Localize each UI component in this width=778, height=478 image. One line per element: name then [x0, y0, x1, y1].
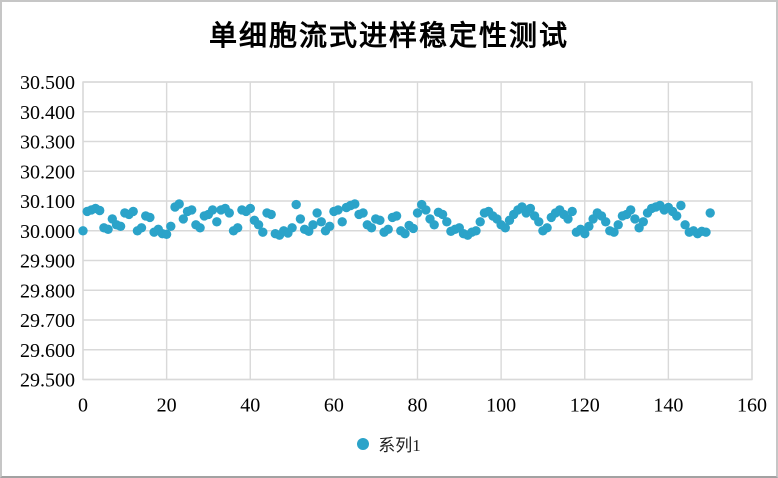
data-point [224, 208, 234, 218]
data-point [580, 229, 590, 239]
scatter-points [78, 199, 715, 240]
data-point [676, 200, 686, 211]
data-point [233, 223, 243, 233]
data-point [408, 223, 418, 234]
legend: 系列1 [2, 431, 776, 456]
data-point [672, 211, 682, 221]
chart-title: 单细胞流式进样稳定性测试 [208, 21, 569, 52]
x-tick-label: 20 [157, 395, 177, 417]
y-tick-label: 29.900 [20, 251, 75, 273]
data-point [437, 209, 448, 220]
data-point [295, 214, 306, 224]
data-point [705, 208, 715, 218]
data-point [245, 203, 255, 214]
x-tick-label: 40 [240, 395, 260, 417]
y-tick-label: 30.100 [20, 191, 75, 213]
data-point [350, 199, 360, 209]
data-point [429, 220, 439, 230]
data-point [609, 227, 619, 237]
data-point [266, 209, 276, 220]
legend-series-label: 系列1 [378, 436, 421, 455]
x-tick-label: 80 [408, 395, 428, 417]
data-point [161, 229, 172, 239]
data-point [584, 221, 594, 231]
gridlines [82, 81, 753, 381]
legend-marker-icon [357, 437, 370, 450]
data-point [212, 217, 222, 227]
data-point [253, 220, 264, 230]
y-tick-label: 30.300 [20, 132, 75, 154]
data-point [145, 212, 155, 223]
data-point [316, 217, 326, 227]
data-point [534, 217, 544, 227]
data-point [412, 208, 423, 218]
y-tick-label: 29.800 [20, 280, 75, 302]
data-point [613, 220, 623, 230]
data-point [178, 214, 188, 224]
data-point [366, 223, 377, 233]
x-axis-labels: 0 20 40 60 80 100 120 140 160 [78, 395, 767, 417]
data-point [325, 221, 335, 231]
data-point [375, 215, 385, 225]
data-point [291, 199, 301, 210]
data-point [333, 205, 343, 215]
data-point [103, 224, 113, 234]
y-tick-label: 30.500 [20, 72, 75, 94]
data-point [136, 223, 147, 233]
data-point [312, 208, 322, 218]
data-point [207, 205, 218, 215]
data-point [337, 217, 347, 227]
y-tick-label: 30.400 [20, 102, 75, 124]
data-point [195, 223, 205, 233]
data-point [391, 211, 402, 221]
data-point [563, 214, 573, 224]
data-point [525, 203, 536, 214]
data-point [626, 205, 636, 215]
data-point [500, 223, 510, 233]
data-point [638, 217, 648, 227]
data-point [475, 217, 485, 227]
data-point [128, 206, 138, 217]
data-point [442, 217, 452, 227]
data-point [166, 221, 176, 231]
data-point [680, 220, 690, 230]
x-tick-label: 60 [324, 395, 344, 417]
data-point [308, 220, 318, 230]
data-point [258, 227, 268, 237]
y-tick-label: 29.700 [20, 310, 75, 332]
data-point [95, 205, 105, 216]
y-tick-label: 30.200 [20, 161, 75, 183]
data-point [421, 205, 431, 215]
data-point [400, 229, 410, 239]
data-point [471, 226, 481, 236]
data-point [174, 199, 184, 209]
data-point [567, 206, 577, 217]
x-tick-label: 0 [78, 395, 88, 417]
x-tick-label: 140 [653, 395, 683, 417]
y-axis-labels: 30.500 30.400 30.300 30.200 30.100 30.000 29.9… [20, 72, 75, 392]
y-tick-label: 29.500 [20, 370, 75, 392]
data-point [358, 208, 368, 218]
data-point [542, 223, 552, 233]
data-point [115, 221, 126, 231]
x-tick-label: 160 [737, 395, 767, 417]
data-point [287, 223, 297, 233]
data-point [630, 214, 640, 224]
data-point [601, 217, 611, 227]
data-point [383, 224, 393, 234]
y-tick-label: 29.600 [20, 340, 75, 362]
y-tick-label: 30.000 [20, 221, 75, 243]
x-tick-label: 100 [486, 395, 516, 417]
data-point [701, 227, 711, 237]
data-point [187, 205, 197, 215]
x-tick-label: 120 [570, 395, 600, 417]
data-point [78, 226, 88, 236]
